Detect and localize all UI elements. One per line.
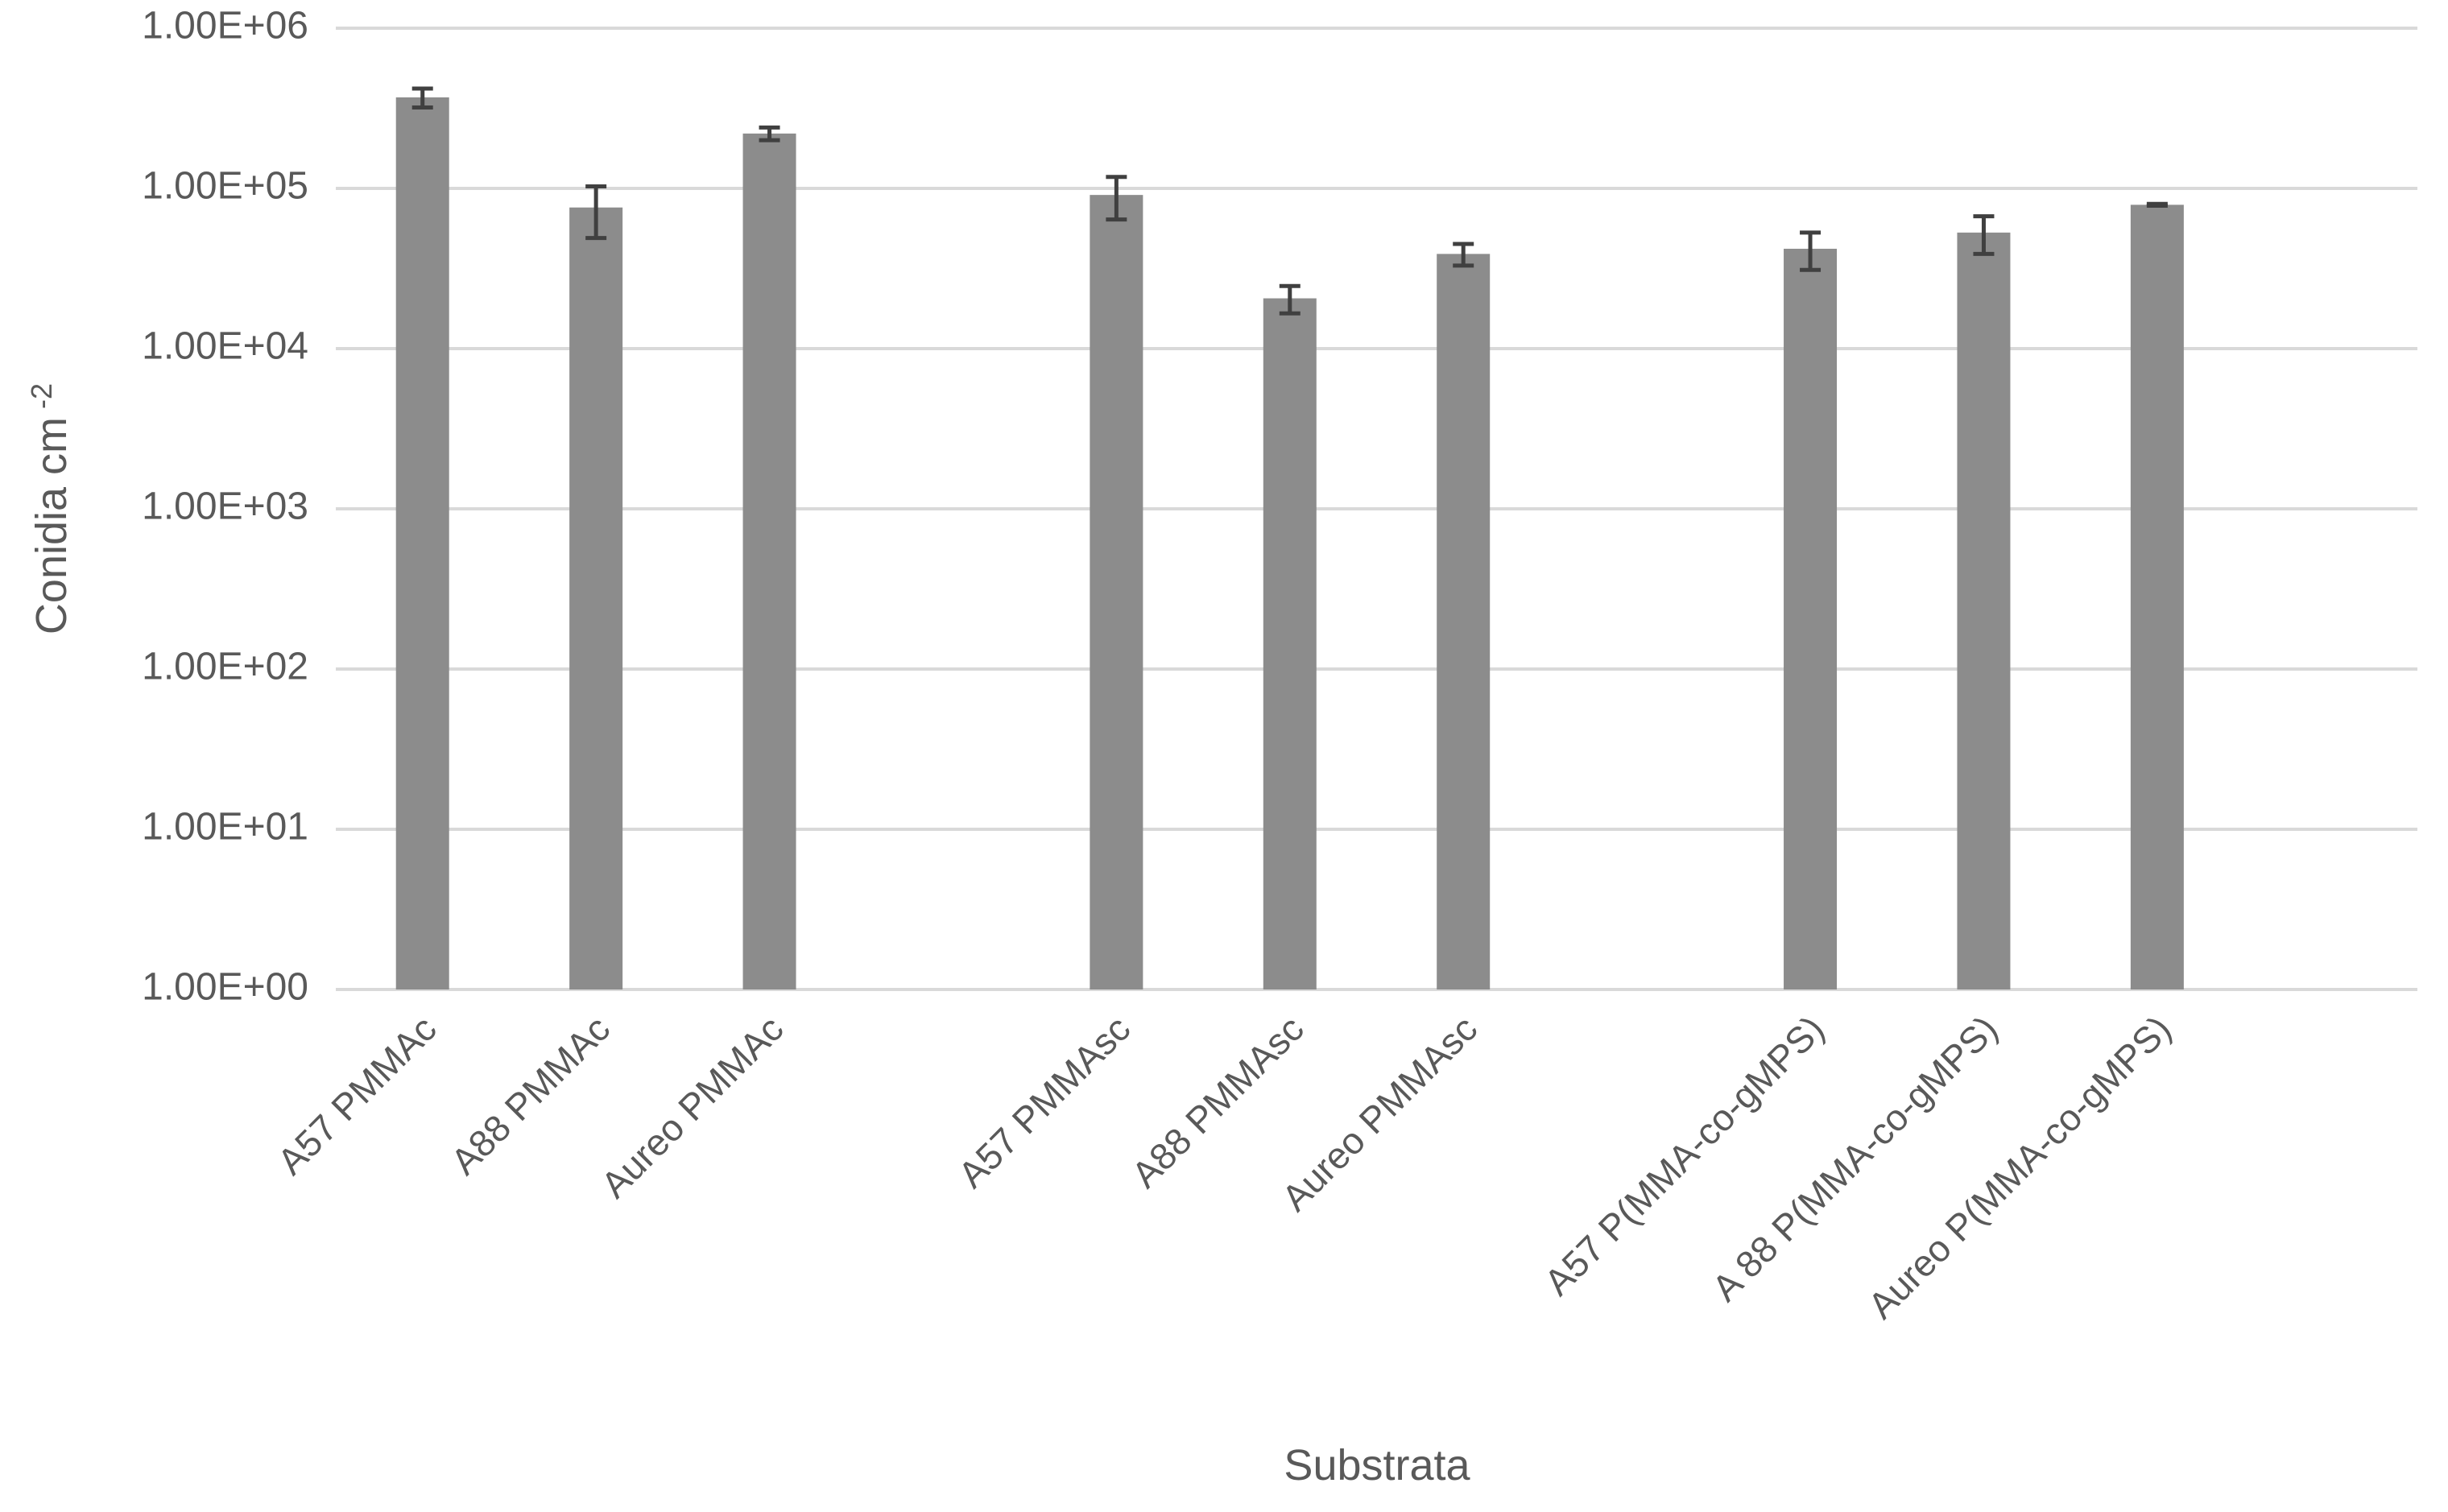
bar	[1263, 298, 1317, 990]
bar	[1784, 248, 1838, 989]
x-axis-title: Substrata	[1284, 1441, 1470, 1489]
x-tick-label: A88 PMMAsc	[1123, 1007, 1312, 1196]
x-tick-label: A 88 P(MMA-co-gMPS)	[1704, 1007, 2006, 1309]
x-tick-label: A57 PMMAsc	[950, 1007, 1139, 1196]
bar	[569, 207, 623, 989]
y-axis-title-text: Conidia cm	[27, 417, 76, 634]
x-tick-label: A57 PMMAc	[269, 1007, 445, 1183]
x-tick-label: A57 P(MMA-co-gMPS)	[1536, 1007, 1833, 1303]
error-bar	[1453, 242, 1474, 268]
x-tick-label: Aureo PMMAc	[593, 1007, 791, 1205]
y-tick-label: 1.00E+01	[142, 806, 308, 849]
error-bar	[1800, 230, 1822, 272]
error-bar	[2146, 201, 2168, 208]
bar	[395, 97, 449, 989]
bar	[1957, 232, 2011, 989]
y-tick-label: 1.00E+02	[142, 646, 308, 688]
bar	[2130, 204, 2184, 990]
error-bar	[1106, 175, 1127, 222]
error-bar	[585, 184, 607, 241]
bar	[742, 133, 796, 989]
bar	[1090, 195, 1143, 989]
error-bar	[1973, 214, 1995, 256]
y-tick-label: 1.00E+05	[142, 165, 308, 208]
y-axis-title-superscript: -2	[25, 383, 58, 409]
error-bar	[411, 86, 433, 109]
y-tick-label: 1.00E+03	[142, 485, 308, 528]
y-tick-label: 1.00E+06	[142, 5, 308, 48]
error-bar	[1279, 283, 1300, 316]
error-bar	[759, 125, 780, 143]
y-axis-title: Conidia cm -2	[25, 383, 76, 634]
x-tick-label: Aureo P(MMA-co-gMPS)	[1860, 1007, 2179, 1326]
x-tick-label: A88 PMMAc	[443, 1007, 618, 1183]
y-tick-label: 1.00E+00	[142, 966, 308, 1009]
bar	[1437, 254, 1491, 989]
y-tick-label: 1.00E+04	[142, 325, 308, 368]
